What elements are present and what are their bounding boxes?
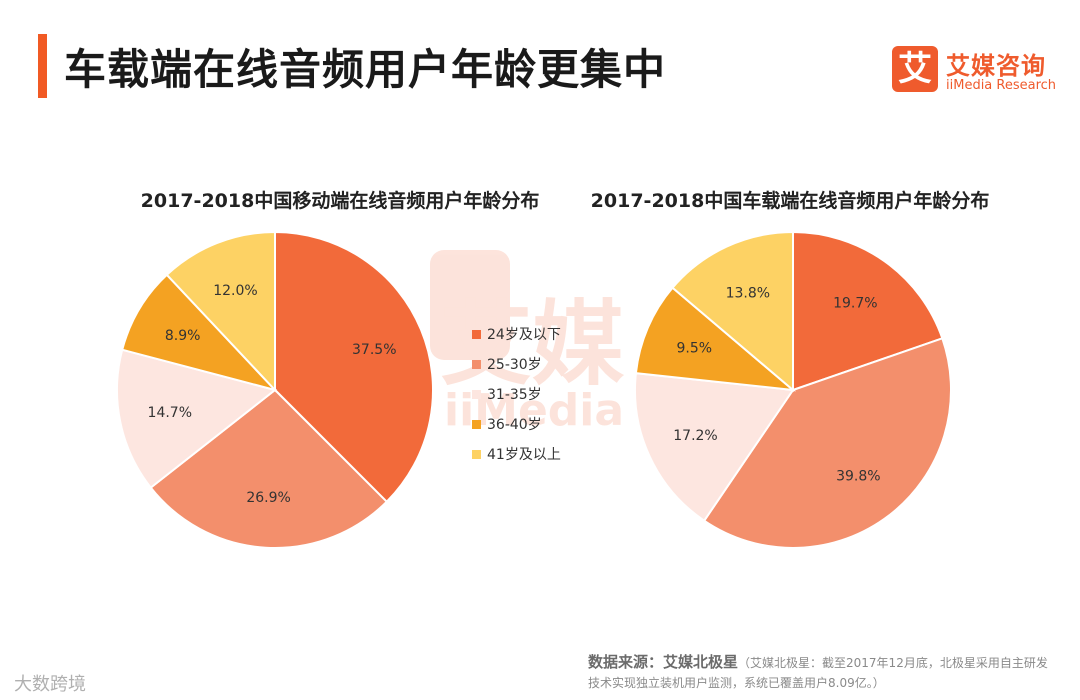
pie-chart-mobile: 37.5% 26.9% 14.7% 8.9% 12.0% [116,230,434,549]
legend-item: 36-40岁 [472,415,592,435]
corner-watermark: 大数跨境 [14,674,86,695]
legend-label: 24岁及以下 [487,327,561,343]
pie-slice-label: 37.5% [352,342,396,358]
page-title: 车载端在线音频用户年龄更集中 [64,45,667,94]
pie-slice-label: 14.7% [148,405,192,421]
chart-title-car: 2017-2018中国车载端在线音频用户年龄分布 [590,190,990,212]
pie-slice-2 [634,372,795,523]
pie-slice-1 [149,388,389,549]
legend-label: 25-30岁 [487,357,542,373]
legend-label: 31-35岁 [487,387,542,403]
pie-slice-label: 19.7% [833,295,877,311]
chart-legend: 24岁及以下 25-30岁 31-35岁 36-40岁 41岁及以上 [472,325,592,475]
pie-slice-3 [120,273,279,392]
legend-item: 31-35岁 [472,385,592,405]
pie-slice-0 [274,230,434,504]
pie-slice-2 [116,348,278,490]
legend-swatch [472,419,481,429]
brand-name-en: iiMedia Research [946,78,1057,93]
legend-label: 36-40岁 [487,417,542,433]
pie-slice-label: 13.8% [726,285,770,301]
source-label: 数据来源：艾媒北极星 [588,653,739,671]
chart-title-mobile: 2017-2018中国移动端在线音频用户年龄分布 [140,190,540,212]
legend-label: 41岁及以上 [487,447,561,463]
source-note: （艾媒北极星：截至2017年12月底，北极星采用自主研发技术实现独立装机用户监测… [588,656,1048,690]
pie-slice-label: 12.0% [213,283,257,299]
brand-block: 艾 艾媒咨询 iiMedia Research [892,46,1064,98]
pie-slice-4 [165,230,276,393]
pie-slice-4 [671,230,794,393]
legend-item: 25-30岁 [472,355,592,375]
legend-swatch [472,359,481,369]
data-source: 数据来源：艾媒北极星（艾媒北极星：截至2017年12月底，北极星采用自主研发技术… [588,652,1048,693]
brand-name: 艾媒咨询 [946,52,1046,80]
brand-logo-icon: 艾 [892,46,938,92]
legend-swatch [472,389,481,399]
legend-swatch [472,449,481,459]
title-accent-bar [38,34,47,98]
pie-slice-label: 39.8% [836,468,880,484]
legend-swatch [472,329,481,339]
pie-slice-label: 26.9% [246,490,290,506]
pie-slice-label: 17.2% [673,428,717,444]
pie-slice-1 [702,337,952,549]
legend-item: 41岁及以上 [472,445,592,465]
pie-slice-3 [634,286,797,392]
pie-chart-car: 19.7% 39.8% 17.2% 9.5% 13.8% [634,230,952,549]
pie-slice-label: 8.9% [165,328,201,344]
legend-item: 24岁及以下 [472,325,592,345]
pie-slice-label: 9.5% [676,341,712,357]
